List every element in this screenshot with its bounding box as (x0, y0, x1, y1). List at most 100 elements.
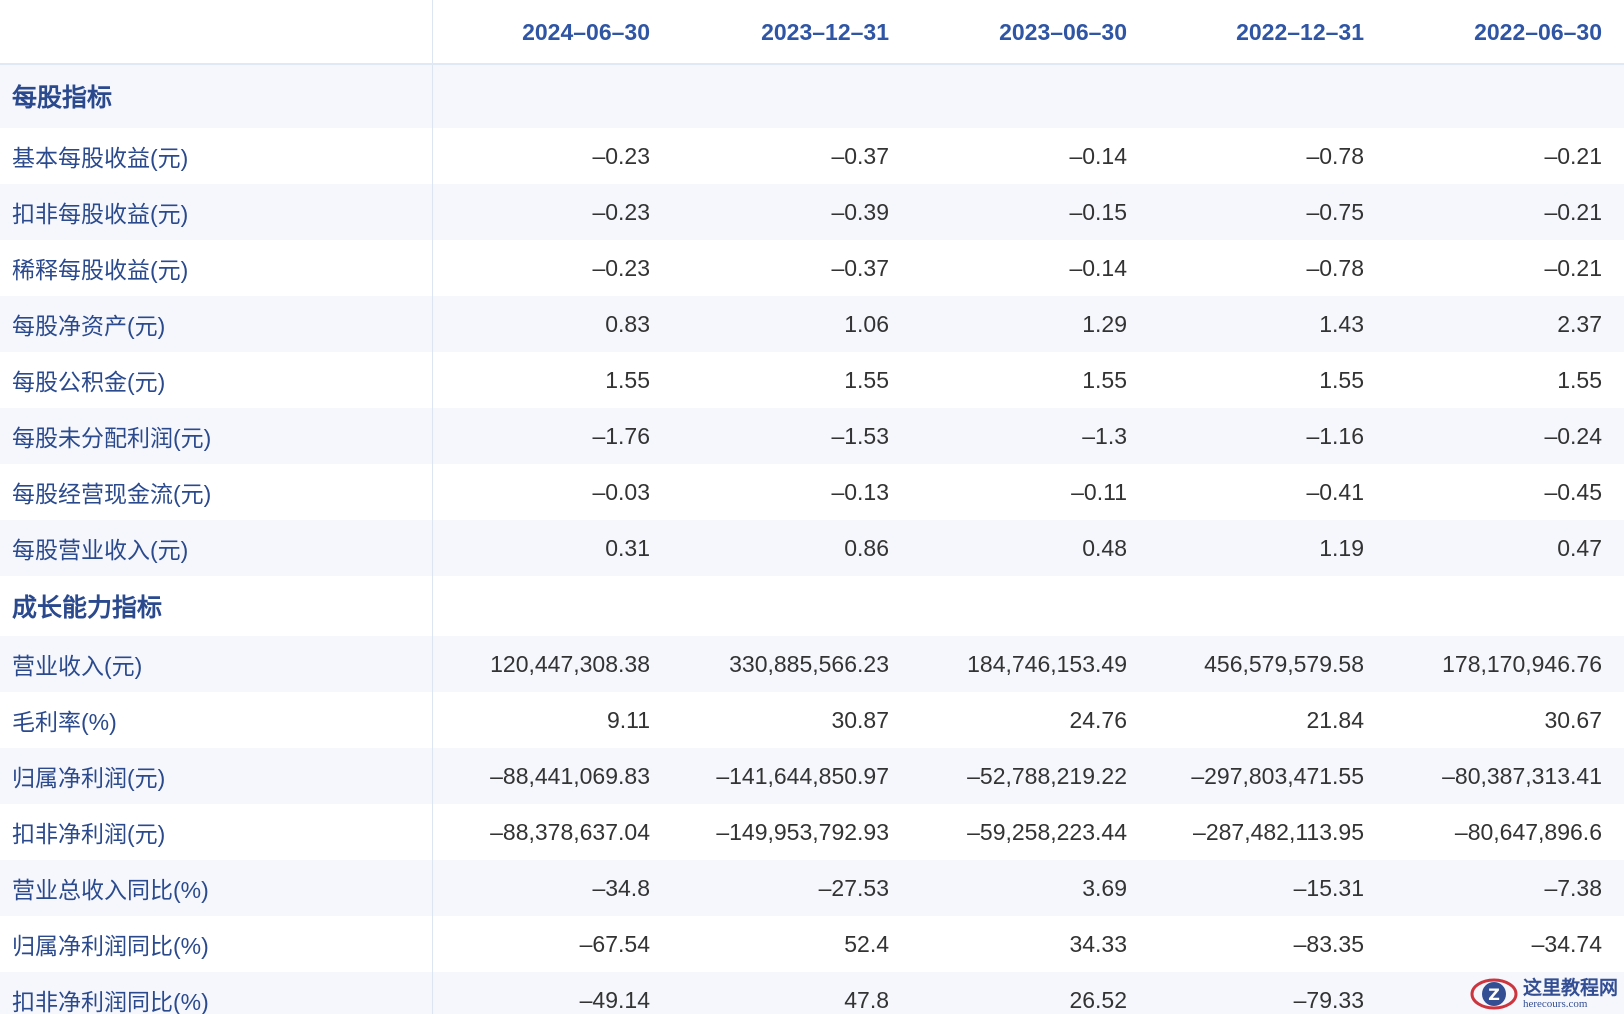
watermark: Z 这里教程网 herecours.com (1469, 976, 1618, 1012)
row-label: 扣非净利润(元) (12, 821, 166, 847)
column-header: 2024–06–30 (522, 18, 650, 45)
row-value: 330,885,566.23 (729, 650, 889, 677)
row-value: –0.41 (1306, 478, 1364, 505)
row-value: –79.33 (1293, 986, 1364, 1013)
row-value: –0.75 (1306, 198, 1364, 225)
row-value: 1.19 (1319, 534, 1364, 561)
data-row: 毛利率(%) 9.11 30.87 24.76 21.84 30.67 (0, 692, 1624, 748)
column-header: 2023–12–31 (761, 18, 889, 45)
row-value: –0.23 (592, 142, 650, 169)
row-value: 26.52 (1069, 986, 1127, 1013)
row-value: 184,746,153.49 (967, 650, 1127, 677)
row-value: –0.37 (831, 142, 889, 169)
row-value: –141,644,850.97 (716, 762, 889, 789)
row-value: 2.37 (1557, 310, 1602, 337)
row-value: 30.87 (831, 706, 889, 733)
column-header: 2022–06–30 (1474, 18, 1602, 45)
row-value: –297,803,471.55 (1191, 762, 1364, 789)
data-row: 营业收入(元) 120,447,308.38 330,885,566.23 184,7… (0, 636, 1624, 692)
row-value: –80,387,313.41 (1442, 762, 1602, 789)
row-value: 120,447,308.38 (490, 650, 650, 677)
row-value: 47.8 (844, 986, 889, 1013)
row-value: –0.21 (1544, 142, 1602, 169)
row-value: –0.21 (1544, 198, 1602, 225)
row-value: –0.39 (831, 198, 889, 225)
row-label: 稀释每股收益(元) (12, 257, 189, 283)
row-value: –59,258,223.44 (967, 818, 1127, 845)
row-label: 每股未分配利润(元) (12, 425, 212, 451)
row-label: 每股净资产(元) (12, 313, 166, 339)
row-value: –15.31 (1293, 874, 1364, 901)
data-row: 每股公积金(元) 1.55 1.55 1.55 1.55 1.55 (0, 352, 1624, 408)
data-row: 扣非净利润(元) –88,378,637.04 –149,953,792.93 –59… (0, 804, 1624, 860)
row-label: 归属净利润(元) (12, 765, 166, 791)
row-value: –27.53 (818, 874, 889, 901)
column-separator (432, 0, 433, 1014)
row-value: –80,647,896.6 (1454, 818, 1602, 845)
row-value: 30.67 (1544, 706, 1602, 733)
row-value: –49.14 (579, 986, 650, 1013)
header-border (0, 63, 1624, 65)
data-row: 归属净利润同比(%) –67.54 52.4 34.33 –83.35 –34.74 (0, 916, 1624, 972)
row-value: 0.83 (605, 310, 650, 337)
data-row: 归属净利润(元) –88,441,069.83 –141,644,850.97 –52… (0, 748, 1624, 804)
row-value: 1.55 (844, 366, 889, 393)
row-value: 1.55 (1557, 366, 1602, 393)
row-label: 归属净利润同比(%) (12, 933, 209, 959)
data-row: 稀释每股收益(元) –0.23 –0.37 –0.14 –0.78 –0.21 (0, 240, 1624, 296)
data-row: 扣非净利润同比(%) –49.14 47.8 26.52 –79.33 (0, 972, 1624, 1014)
row-value: –0.23 (592, 198, 650, 225)
row-label: 扣非每股收益(元) (12, 201, 189, 227)
row-value: –67.54 (579, 930, 650, 957)
section-title: 成长能力指标 (12, 594, 163, 622)
row-label: 毛利率(%) (12, 709, 117, 735)
row-value: 0.86 (844, 534, 889, 561)
row-value: –88,441,069.83 (490, 762, 650, 789)
row-value: –0.78 (1306, 142, 1364, 169)
row-value: –0.03 (592, 478, 650, 505)
row-value: 178,170,946.76 (1442, 650, 1602, 677)
data-row: 每股经营现金流(元) –0.03 –0.13 –0.11 –0.41 –0.45 (0, 464, 1624, 520)
row-value: 34.33 (1069, 930, 1127, 957)
section-row: 每股指标 (0, 64, 1624, 128)
data-row: 每股营业收入(元) 0.31 0.86 0.48 1.19 0.47 (0, 520, 1624, 576)
row-value: 9.11 (606, 706, 650, 733)
section-title: 每股指标 (12, 84, 113, 112)
row-value: –0.21 (1544, 254, 1602, 281)
row-label: 基本每股收益(元) (12, 145, 189, 171)
section-row: 成长能力指标 (0, 576, 1624, 636)
row-value: 3.69 (1082, 874, 1127, 901)
row-value: –0.23 (592, 254, 650, 281)
row-value: 0.31 (605, 534, 650, 561)
row-value: –0.24 (1544, 422, 1602, 449)
row-value: 24.76 (1069, 706, 1127, 733)
watermark-logo: Z (1470, 978, 1518, 1010)
row-label: 扣非净利润同比(%) (12, 989, 209, 1014)
row-value: –287,482,113.95 (1193, 818, 1364, 845)
row-value: –1.16 (1306, 422, 1364, 449)
row-value: –34.74 (1531, 930, 1602, 957)
data-row: 扣非每股收益(元) –0.23 –0.39 –0.15 –0.75 –0.21 (0, 184, 1624, 240)
row-value: 1.55 (1319, 366, 1364, 393)
row-value: –0.14 (1069, 254, 1127, 281)
row-label: 营业收入(元) (12, 653, 143, 679)
watermark-title: 这里教程网 (1522, 976, 1618, 999)
row-value: –1.76 (592, 422, 650, 449)
row-value: –1.53 (831, 422, 889, 449)
row-value: –0.37 (831, 254, 889, 281)
row-value: 1.55 (1082, 366, 1127, 393)
row-label: 营业总收入同比(%) (12, 877, 209, 903)
row-value: 52.4 (844, 930, 889, 957)
row-value: –1.3 (1082, 422, 1127, 449)
column-header: 2023–06–30 (999, 18, 1127, 45)
header-row: 2024–06–30 2023–12–31 2023–06–30 2022–12–31… (0, 0, 1624, 64)
row-value: –0.14 (1069, 142, 1127, 169)
row-value: –34.8 (592, 874, 650, 901)
row-value: 1.29 (1082, 310, 1127, 337)
row-label: 每股营业收入(元) (12, 537, 189, 563)
row-value: 456,579,579.58 (1204, 650, 1364, 677)
row-value: –83.35 (1293, 930, 1364, 957)
data-row: 基本每股收益(元) –0.23 –0.37 –0.14 –0.78 –0.21 (0, 128, 1624, 184)
